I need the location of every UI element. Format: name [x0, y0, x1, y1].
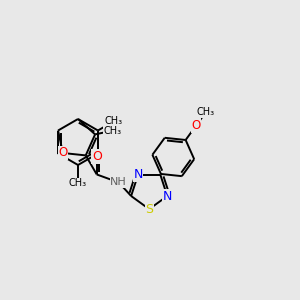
Text: O: O [58, 146, 68, 160]
Text: O: O [192, 119, 201, 132]
Text: S: S [145, 202, 153, 216]
Text: N: N [133, 168, 143, 181]
Text: N: N [163, 190, 172, 202]
Text: CH₃: CH₃ [69, 178, 87, 188]
Text: O: O [92, 150, 102, 163]
Text: CH₃: CH₃ [104, 116, 123, 127]
Text: NH: NH [110, 178, 127, 188]
Text: CH₃: CH₃ [196, 107, 215, 118]
Text: CH₃: CH₃ [103, 126, 122, 136]
